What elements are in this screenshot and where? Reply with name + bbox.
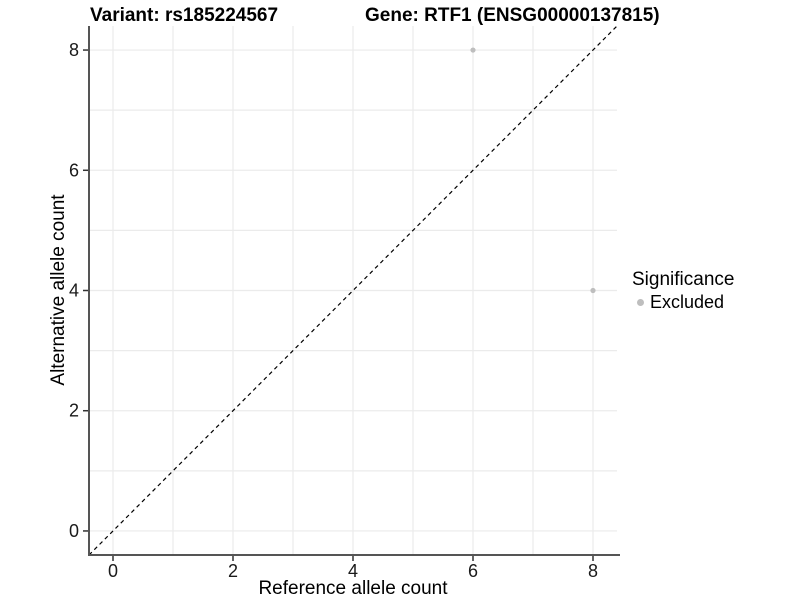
plot-title-variant: Variant: rs185224567 (90, 5, 279, 26)
x-axis-title: Reference allele count (258, 578, 448, 599)
legend-item-excluded: Excluded (630, 292, 734, 313)
data-point (470, 47, 476, 53)
x-tick-label: 0 (108, 561, 118, 581)
y-tick-label: 4 (69, 281, 79, 301)
legend: Significance Excluded (630, 269, 734, 313)
legend-title: Significance (632, 269, 735, 290)
identity-dashed-line (88, 25, 618, 556)
y-axis-title: Alternative allele count (48, 194, 69, 386)
x-tick-label: 4 (348, 561, 358, 581)
legend-key-dot-icon (637, 299, 644, 306)
x-tick-label: 6 (468, 561, 478, 581)
data-point (590, 287, 596, 294)
y-tick-label: 0 (69, 521, 79, 541)
y-tick-label: 8 (69, 40, 79, 60)
y-tick-label: 2 (69, 401, 79, 421)
x-tick-label: 8 (588, 561, 598, 581)
y-tick-label: 6 (69, 160, 79, 180)
x-tick-label: 2 (228, 561, 238, 581)
legend-item-label: Excluded (650, 292, 725, 312)
plot-title-gene: Gene: RTF1 (ENSG00000137815) (365, 5, 660, 26)
